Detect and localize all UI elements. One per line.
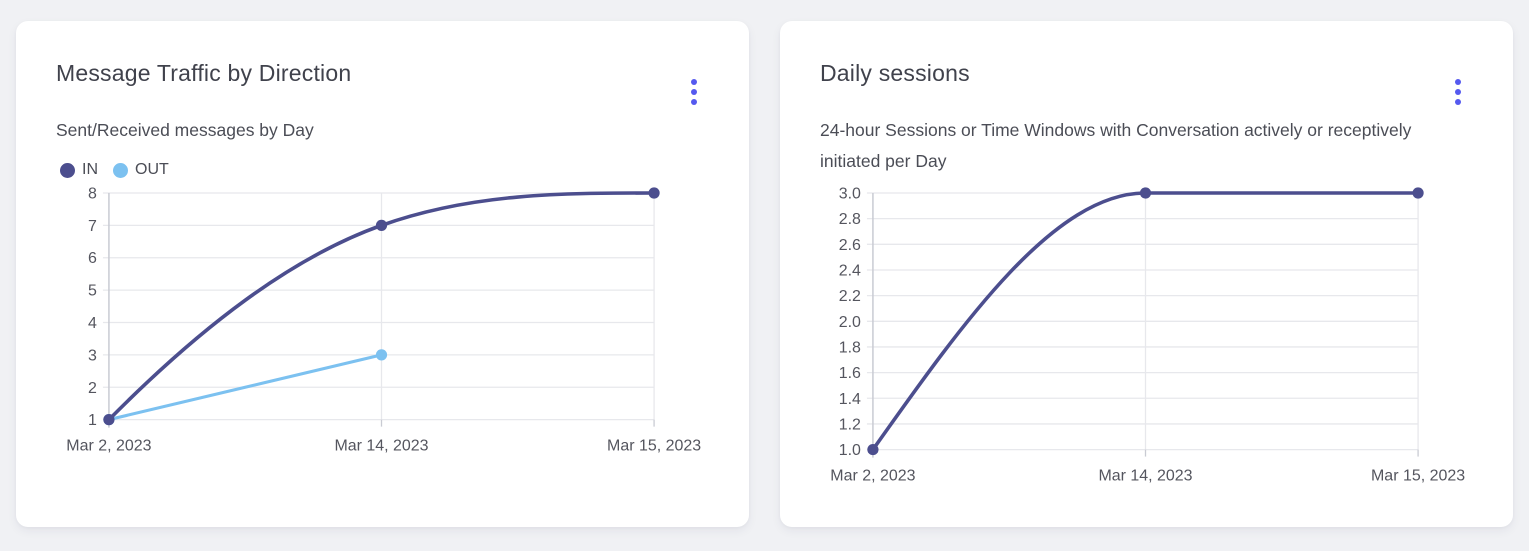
kebab-dot [691,99,697,105]
series-line-daily-sessions [871,191,1420,452]
card-title: Message Traffic by Direction [56,60,352,86]
y-tick-label: 1.4 [839,391,861,408]
y-tick-label: 1.8 [839,339,861,356]
y-tick-label: 3 [88,348,97,365]
y-tick-label: 1.6 [839,365,861,382]
y-tick-label: 8 [88,186,97,203]
kebab-dot [691,79,697,85]
y-tick-label: 3.0 [839,185,861,202]
data-point-daily-sessions [1139,187,1152,199]
line-chart-message-traffic: 1 2 3 4 5 6 7 8 Mar 2, 2023 Mar 14, 2023 Mar 15, 2… [66,186,701,455]
chart-legend: IN OUT [56,161,709,179]
y-tick-label: 2.8 [839,211,861,228]
card-daily-sessions: Daily sessions 24-hour Sessions or Time … [780,21,1513,527]
kebab-dot [1455,99,1461,105]
legend-dot-in [60,162,75,178]
x-tick-label: Mar 15, 2023 [1371,467,1465,484]
legend-label: OUT [135,161,169,179]
kebab-dot [1455,89,1461,95]
kebab-dot [691,89,697,95]
card-subtitle: 24-hour Sessions or Time Windows with Co… [820,119,1412,172]
y-tick-label: 2.6 [839,237,861,254]
y-tick-label: 1 [88,413,97,430]
kebab-dot [1455,79,1461,85]
dashboard: Message Traffic by Direction Sent/Receiv… [16,21,1513,527]
legend-item-in[interactable]: IN [60,161,98,179]
card-message-traffic: Message Traffic by Direction Sent/Receiv… [16,21,749,527]
y-tick-label: 2 [88,380,97,397]
card-title: Daily sessions [820,60,970,86]
x-tick-label: Mar 2, 2023 [66,438,151,455]
legend-dot-out [113,162,128,178]
x-tick-label: Mar 14, 2023 [334,438,428,455]
y-tick-label: 1.2 [839,416,861,433]
series-line-out [107,353,384,422]
kebab-menu-icon[interactable] [685,73,703,111]
data-point-daily-sessions [1412,187,1424,199]
x-tick-label: Mar 2, 2023 [830,467,915,484]
x-tick-label: Mar 14, 2023 [1098,467,1192,484]
data-point-in [103,414,115,426]
y-tick-label: 5 [88,283,97,300]
y-tick-label: 2.2 [839,288,861,305]
legend-label: IN [82,161,98,179]
y-tick-label: 4 [88,315,97,332]
data-point-out [375,349,388,361]
y-tick-label: 2.0 [839,314,861,331]
data-point-daily-sessions [867,443,879,456]
y-tick-label: 7 [88,218,97,235]
legend-item-out[interactable]: OUT [113,161,169,179]
y-tick-label: 1.0 [839,442,861,459]
data-point-in [648,187,660,199]
data-point-in [375,220,388,232]
card-subtitle: Sent/Received messages by Day [56,119,314,140]
kebab-menu-icon[interactable] [1449,73,1467,111]
x-tick-label: Mar 15, 2023 [607,438,701,455]
line-chart-daily-sessions: 1.0 1.2 1.4 1.6 1.8 2.0 2.2 2.4 2.6 2.8 3.0 Mar 2, … [830,185,1465,484]
y-tick-label: 2.4 [839,262,861,279]
y-tick-label: 6 [88,251,97,268]
